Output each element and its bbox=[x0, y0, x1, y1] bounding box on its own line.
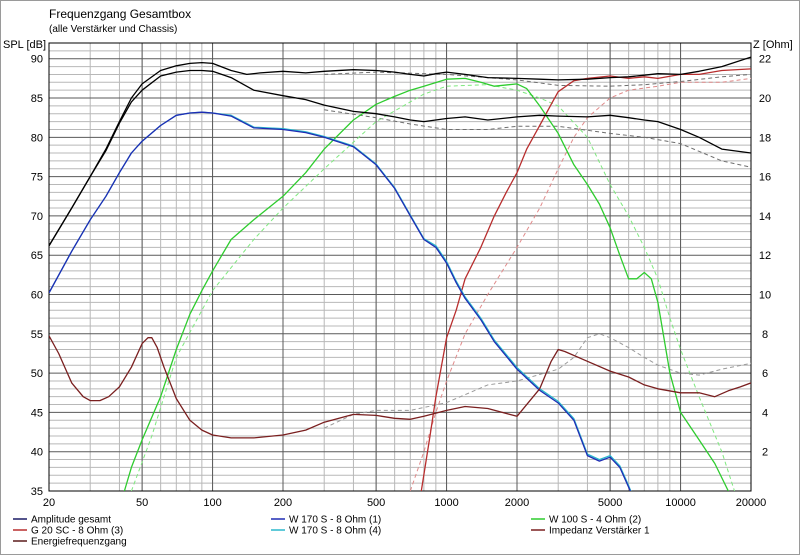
y2-tick-label: 20 bbox=[759, 93, 771, 105]
y2-tick-label: 10 bbox=[759, 290, 771, 302]
x-tick-label: 200 bbox=[274, 497, 292, 509]
grid-minor bbox=[49, 43, 751, 491]
plot-border bbox=[48, 42, 752, 492]
y2-tick-label: 2 bbox=[762, 447, 768, 459]
x-tick-label: 5000 bbox=[598, 497, 622, 509]
series-layer bbox=[49, 56, 751, 491]
y2-axis-label: Z [Ohm] bbox=[753, 39, 793, 51]
y-tick-label: 75 bbox=[31, 172, 43, 184]
legend-entry-label: W 170 S - 8 Ohm (1) bbox=[289, 515, 381, 526]
y-tick-labels: 35 40 45 50 55 60 65 70 75 80 85 90 bbox=[31, 54, 43, 498]
series-line-energiefrequenzgang bbox=[49, 69, 751, 247]
series-line-g-20-sc-8-ohm-3-vergleich bbox=[409, 77, 751, 491]
y-tick-label: 90 bbox=[31, 54, 43, 66]
grid-major bbox=[49, 43, 751, 491]
series-line-w-100-s-4-ohm-2 bbox=[123, 77, 729, 491]
y-tick-label: 45 bbox=[31, 407, 43, 419]
x-tick-label: 100 bbox=[203, 497, 221, 509]
x-tick-label: 10000 bbox=[665, 497, 696, 509]
x-tick-label: 50 bbox=[136, 497, 148, 509]
legend-entry-label: W 170 S - 8 Ohm (4) bbox=[289, 526, 381, 537]
y2-tick-label: 4 bbox=[762, 407, 768, 419]
y-tick-label: 60 bbox=[31, 290, 43, 302]
legend: Amplitude gesamt W 170 S - 8 Ohm (1) W 100… bbox=[13, 515, 650, 548]
chart-subtitle: (alle Verstärker und Chassis) bbox=[49, 24, 177, 35]
y-tick-label: 35 bbox=[31, 486, 43, 498]
legend-entry-label: Amplitude gesamt bbox=[31, 515, 111, 526]
x-tick-label: 1000 bbox=[434, 497, 458, 509]
series-line-impedanz-verst-rker-1-vergleich bbox=[323, 333, 751, 429]
x-tick-label: 20 bbox=[43, 497, 55, 509]
legend-entry-label: Energiefrequenzgang bbox=[31, 537, 127, 548]
chart-title: Frequenzgang Gesamtbox bbox=[49, 7, 191, 21]
series-line-w-170-s-8-ohm-1 bbox=[49, 111, 631, 491]
legend-entry-label: Impedanz Verstärker 1 bbox=[549, 526, 650, 537]
legend-entry-label: G 20 SC - 8 Ohm (3) bbox=[31, 526, 123, 537]
x-tick-label: 2000 bbox=[505, 497, 529, 509]
x-tick-label: 500 bbox=[367, 497, 385, 509]
legend-entry-label: W 100 S - 4 Ohm (2) bbox=[549, 515, 641, 526]
series-line-impedanz-verst-rker-1 bbox=[49, 335, 751, 439]
y2-tick-label: 14 bbox=[759, 211, 771, 223]
x-tick-labels: 20 50 100 200 500 1000 2000 5000 10000 20000 bbox=[43, 497, 766, 509]
y2-tick-label: 6 bbox=[762, 368, 768, 380]
y-tick-label: 40 bbox=[31, 447, 43, 459]
y-tick-label: 65 bbox=[31, 250, 43, 262]
y2-tick-label: 12 bbox=[759, 250, 771, 262]
series-line-amplitude-gesamt-vergleich bbox=[324, 71, 751, 87]
y2-tick-label: 18 bbox=[759, 132, 771, 144]
y2-tick-labels: 2 4 6 8 10 12 14 16 18 20 22 bbox=[759, 54, 771, 459]
y2-tick-label: 8 bbox=[762, 329, 768, 341]
y-tick-label: 80 bbox=[31, 132, 43, 144]
y-tick-label: 70 bbox=[31, 211, 43, 223]
x-tick-label: 20000 bbox=[736, 497, 767, 509]
y2-tick-label: 16 bbox=[759, 172, 771, 184]
y2-tick-label: 22 bbox=[759, 54, 771, 66]
y-tick-label: 85 bbox=[31, 93, 43, 105]
series-line-energiefrequenzgang-vergleich bbox=[324, 109, 751, 168]
series-line-w-170-s-8-ohm-4 bbox=[49, 111, 632, 491]
y-tick-label: 55 bbox=[31, 329, 43, 341]
y-tick-label: 50 bbox=[31, 368, 43, 380]
series-line-amplitude-gesamt bbox=[49, 56, 751, 247]
y-axis-label: SPL [dB] bbox=[3, 39, 46, 51]
